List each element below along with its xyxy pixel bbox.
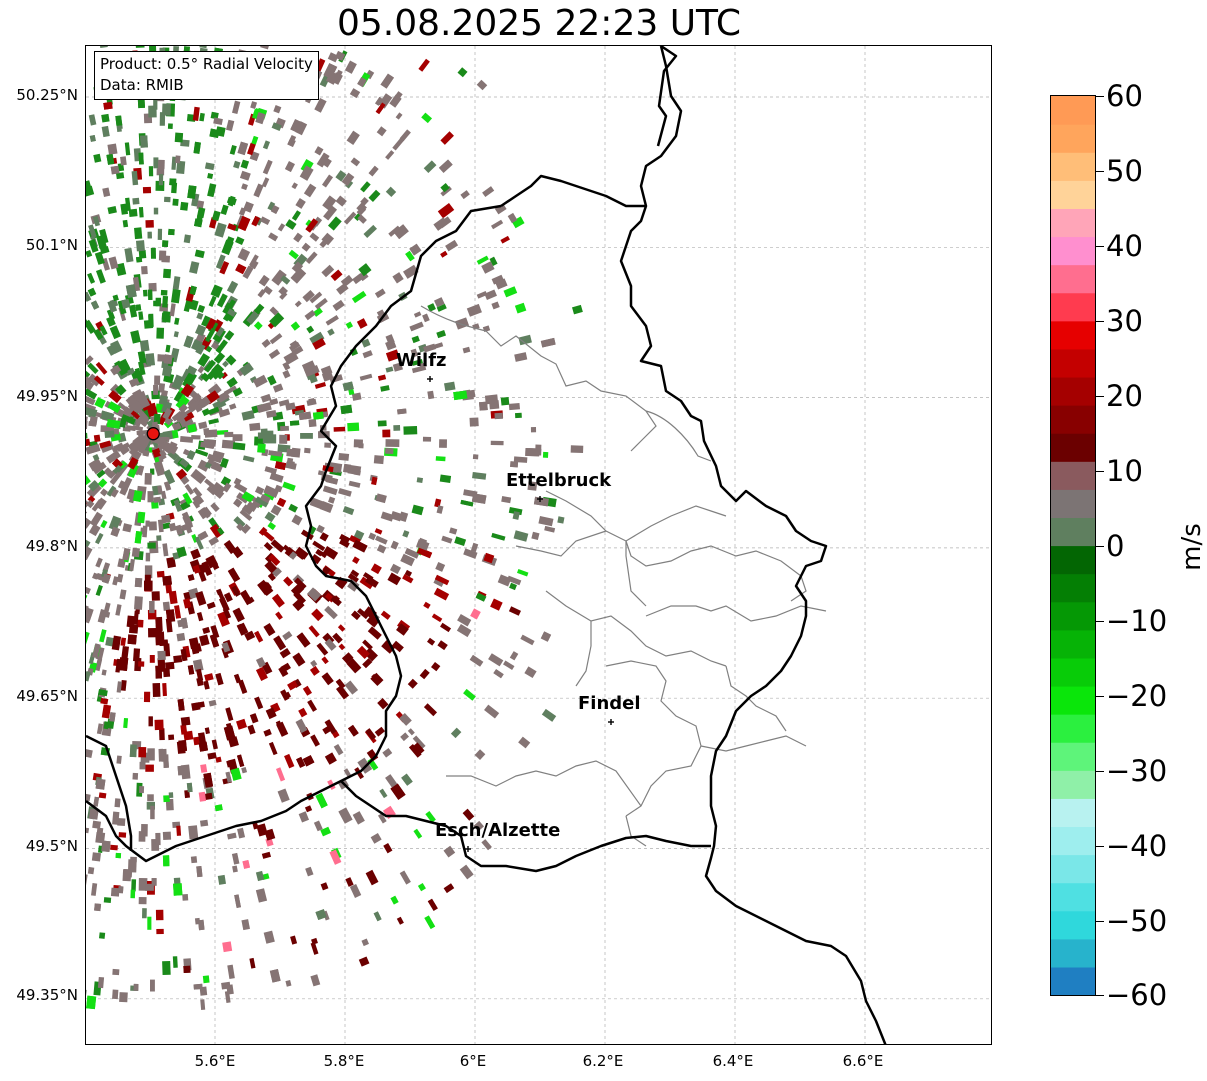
- country-borders: [619, 46, 887, 1044]
- colorbar-tick: [1096, 546, 1104, 547]
- city-label-ettelbruck: Ettelbruck: [506, 470, 612, 491]
- colorbar-tick-label: 30: [1106, 304, 1143, 338]
- colorbar-tick-label: 50: [1106, 154, 1143, 188]
- colorbar-tick: [1096, 621, 1104, 622]
- colorbar-tick: [1096, 171, 1104, 172]
- borders: [86, 46, 887, 1044]
- radar-map-canvas: [86, 46, 991, 1044]
- colorbar-tick: [1096, 96, 1104, 97]
- city-label-findel: Findel: [578, 693, 641, 714]
- radar-echoes: [86, 46, 584, 1011]
- colorbar-tick: [1096, 771, 1104, 772]
- radar-site-marker: [146, 427, 160, 441]
- colorbar-tick-label: 40: [1106, 229, 1143, 263]
- city-markers: [427, 376, 614, 852]
- y-tick-label: 49.95°N: [16, 387, 78, 405]
- colorbar-tick-label: −20: [1106, 679, 1168, 713]
- colorbar-tick-label: −60: [1106, 978, 1168, 1012]
- y-tick-label: 49.8°N: [25, 537, 78, 555]
- x-tick-label: 6.2°E: [582, 1052, 624, 1070]
- colorbar-tick-label: 10: [1106, 454, 1143, 488]
- colorbar-tick: [1096, 846, 1104, 847]
- y-tick-label: 50.1°N: [25, 236, 78, 254]
- colorbar-tick-label: 20: [1106, 379, 1143, 413]
- colorbar-tick: [1096, 471, 1104, 472]
- x-tick-label: 6.6°E: [842, 1052, 884, 1070]
- radar-map[interactable]: [85, 45, 992, 1045]
- colorbar-tick: [1096, 321, 1104, 322]
- city-label-esch-alzette: Esch/Alzette: [435, 820, 561, 841]
- data-source-label: Data: RMIB: [100, 76, 184, 94]
- x-tick-label: 6.4°E: [712, 1052, 754, 1070]
- colorbar-tick-label: 0: [1106, 529, 1125, 563]
- y-tick-label: 49.5°N: [25, 837, 78, 855]
- colorbar-tick: [1096, 246, 1104, 247]
- colorbar-tick: [1096, 995, 1104, 996]
- canton-boundaries: [420, 305, 657, 452]
- colorbar-tick-label: 60: [1106, 79, 1143, 113]
- colorbar-tick: [1096, 396, 1104, 397]
- map-title: 05.08.2025 22:23 UTC: [336, 3, 742, 44]
- product-info-box: Product: 0.5° Radial Velocity Data: RMIB: [94, 51, 319, 100]
- colorbar-tick-label: −50: [1106, 904, 1168, 938]
- x-tick-label: 5.6°E: [194, 1052, 236, 1070]
- colorbar-tick: [1096, 696, 1104, 697]
- y-tick-label: 49.65°N: [16, 687, 78, 705]
- colorbar-unit-label: m/s: [1176, 523, 1207, 571]
- city-label-wilfz: Wilfz: [396, 350, 447, 371]
- x-tick-label: 5.8°E: [323, 1052, 365, 1070]
- x-tick-label: 6°E: [459, 1052, 487, 1070]
- y-tick-label: 49.35°N: [16, 986, 78, 1004]
- y-tick-label: 50.25°N: [16, 86, 78, 104]
- gridlines: [86, 46, 991, 1044]
- colorbar-tick-label: −10: [1106, 604, 1168, 638]
- colorbar-tick: [1096, 921, 1104, 922]
- colorbar: [1050, 95, 1096, 996]
- colorbar-tick-label: −30: [1106, 754, 1168, 788]
- product-label: Product: 0.5° Radial Velocity: [100, 55, 313, 73]
- colorbar-tick-label: −40: [1106, 829, 1168, 863]
